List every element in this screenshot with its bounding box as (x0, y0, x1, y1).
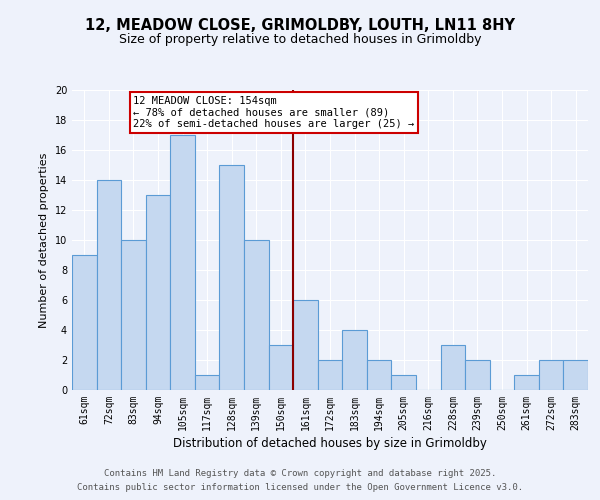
Y-axis label: Number of detached properties: Number of detached properties (39, 152, 49, 328)
Text: 12, MEADOW CLOSE, GRIMOLDBY, LOUTH, LN11 8HY: 12, MEADOW CLOSE, GRIMOLDBY, LOUTH, LN11… (85, 18, 515, 32)
Bar (170, 135, 195, 390)
Bar (563, 360, 588, 390)
Bar (318, 360, 342, 390)
Bar (72, 255, 97, 390)
Bar (465, 360, 490, 390)
Bar (220, 165, 244, 390)
Text: Size of property relative to detached houses in Grimoldby: Size of property relative to detached ho… (119, 32, 481, 46)
Text: Contains public sector information licensed under the Open Government Licence v3: Contains public sector information licen… (77, 484, 523, 492)
Bar (440, 345, 465, 390)
Bar (539, 360, 563, 390)
Bar (514, 375, 539, 390)
Bar (146, 195, 170, 390)
Bar (342, 330, 367, 390)
Bar (367, 360, 391, 390)
Bar (293, 300, 318, 390)
Bar (244, 240, 269, 390)
Text: Contains HM Land Registry data © Crown copyright and database right 2025.: Contains HM Land Registry data © Crown c… (104, 468, 496, 477)
Bar (121, 240, 146, 390)
Bar (391, 375, 416, 390)
Bar (195, 375, 220, 390)
Bar (269, 345, 293, 390)
Bar (97, 180, 121, 390)
X-axis label: Distribution of detached houses by size in Grimoldby: Distribution of detached houses by size … (173, 437, 487, 450)
Text: 12 MEADOW CLOSE: 154sqm
← 78% of detached houses are smaller (89)
22% of semi-de: 12 MEADOW CLOSE: 154sqm ← 78% of detache… (133, 96, 415, 129)
